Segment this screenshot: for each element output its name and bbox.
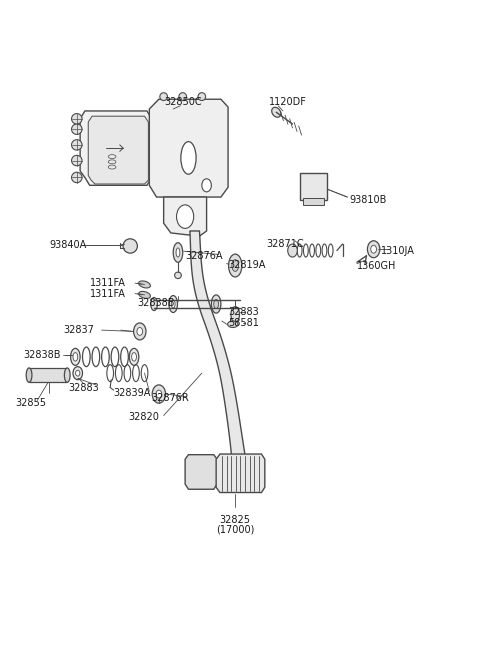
Ellipse shape (129, 348, 139, 365)
Polygon shape (149, 99, 228, 197)
Ellipse shape (173, 243, 183, 262)
Ellipse shape (73, 367, 83, 380)
Polygon shape (88, 116, 148, 184)
Circle shape (152, 385, 166, 403)
Text: 32820: 32820 (128, 412, 159, 422)
Text: 1360GH: 1360GH (357, 261, 396, 271)
Text: 93810B: 93810B (350, 195, 387, 205)
Text: 58581: 58581 (228, 318, 259, 328)
Text: 1311FA: 1311FA (90, 278, 126, 288)
Ellipse shape (181, 141, 196, 174)
Text: 1120DF: 1120DF (269, 98, 307, 107)
Ellipse shape (139, 291, 150, 299)
Ellipse shape (151, 297, 157, 310)
Ellipse shape (71, 348, 80, 365)
Text: 32825: 32825 (220, 515, 251, 525)
Ellipse shape (139, 281, 150, 288)
Text: 32839A: 32839A (114, 388, 151, 398)
Ellipse shape (72, 124, 82, 134)
Ellipse shape (72, 140, 82, 150)
Ellipse shape (228, 321, 238, 328)
Ellipse shape (171, 300, 175, 308)
Circle shape (367, 241, 380, 257)
Ellipse shape (64, 368, 70, 383)
Ellipse shape (232, 259, 239, 271)
Text: 32838B: 32838B (23, 350, 60, 360)
Text: 32850C: 32850C (164, 98, 202, 107)
Polygon shape (216, 454, 265, 493)
Polygon shape (164, 197, 206, 236)
Ellipse shape (123, 239, 137, 253)
Ellipse shape (169, 295, 178, 312)
Circle shape (156, 390, 162, 398)
Polygon shape (190, 231, 246, 460)
Text: 32819A: 32819A (228, 260, 265, 270)
Ellipse shape (75, 370, 80, 376)
Text: 93840A: 93840A (49, 240, 86, 250)
Polygon shape (185, 455, 217, 489)
Ellipse shape (176, 248, 180, 257)
Ellipse shape (211, 295, 221, 313)
Text: 32876A: 32876A (185, 252, 223, 261)
Text: 32838B: 32838B (137, 298, 175, 308)
Ellipse shape (198, 93, 205, 100)
Circle shape (137, 328, 143, 335)
Ellipse shape (179, 93, 187, 100)
Text: 1310JA: 1310JA (381, 246, 415, 256)
Ellipse shape (160, 93, 168, 100)
Text: 32837: 32837 (63, 325, 94, 335)
Text: 32883: 32883 (228, 307, 259, 317)
Ellipse shape (228, 254, 242, 277)
Ellipse shape (72, 172, 82, 183)
Ellipse shape (72, 113, 82, 124)
Polygon shape (80, 111, 152, 185)
Bar (29, 368, 67, 383)
Text: 32871C: 32871C (266, 239, 304, 249)
Text: 32876R: 32876R (152, 393, 190, 403)
Ellipse shape (231, 307, 240, 322)
Ellipse shape (26, 368, 32, 383)
Circle shape (202, 179, 211, 192)
Circle shape (177, 205, 194, 229)
Ellipse shape (132, 352, 136, 361)
Text: 32883: 32883 (68, 383, 99, 392)
Ellipse shape (175, 272, 181, 278)
Ellipse shape (73, 352, 78, 361)
Ellipse shape (214, 299, 218, 309)
Circle shape (371, 246, 376, 253)
Bar (303, 198, 324, 205)
Ellipse shape (272, 107, 281, 117)
Text: 1311FA: 1311FA (90, 289, 126, 299)
Text: (17000): (17000) (216, 525, 254, 534)
Bar (300, 173, 327, 200)
Ellipse shape (72, 155, 82, 166)
Circle shape (133, 323, 146, 340)
Circle shape (288, 244, 297, 257)
Text: 32855: 32855 (16, 398, 47, 407)
